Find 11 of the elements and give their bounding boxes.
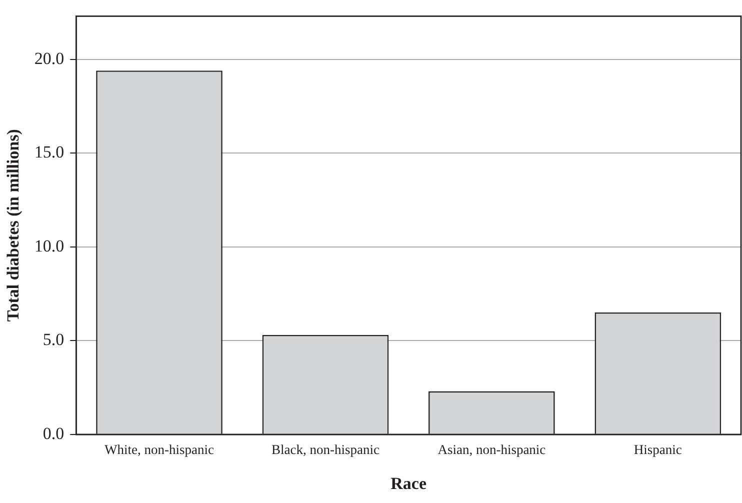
y-tick-label: 10.0 xyxy=(34,236,64,256)
y-tick-label: 15.0 xyxy=(34,142,64,162)
x-tick-label: Asian, non-hispanic xyxy=(438,442,546,458)
y-axis-title: Total diabetes (in millions) xyxy=(4,129,23,322)
x-tick-label: Hispanic xyxy=(634,442,682,458)
x-axis-title: Race xyxy=(390,474,427,494)
y-tick-label: 5.0 xyxy=(42,330,64,350)
y-tick-label: 20.0 xyxy=(34,48,64,68)
x-tick-label: White, non-hispanic xyxy=(104,442,214,458)
y-tick-label: 0.0 xyxy=(42,424,64,443)
x-tick-label: Black, non-hispanic xyxy=(271,442,380,458)
